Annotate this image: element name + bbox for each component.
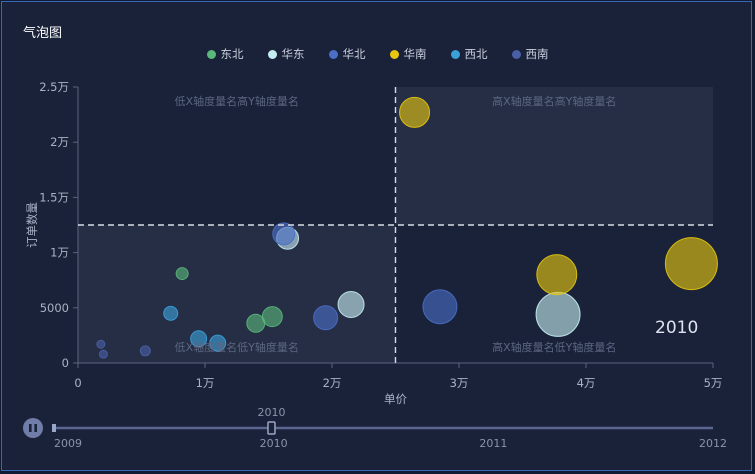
y-axis-label: 订单数量: [25, 202, 39, 248]
legend-item-3[interactable]: 华南: [389, 46, 427, 62]
bubble-4[interactable]: [163, 305, 179, 321]
bubble-2[interactable]: [272, 222, 296, 246]
legend-dot-icon: [328, 49, 338, 59]
legend-dot-icon: [511, 49, 521, 59]
timeline-current-label: 2010: [257, 406, 285, 419]
x-tick-label: 0: [74, 376, 81, 390]
bubble-4[interactable]: [209, 334, 227, 352]
y-tick-label: 1万: [50, 246, 69, 260]
y-tick-label: 2.5万: [39, 80, 69, 94]
pause-icon: [34, 424, 37, 432]
bubble-5[interactable]: [96, 339, 106, 349]
y-tick-label: 1.5万: [39, 190, 69, 204]
timeline-handle[interactable]: [267, 421, 276, 435]
y-tick-label: 2万: [50, 135, 69, 149]
bubble-3[interactable]: [664, 237, 718, 291]
bubble-5[interactable]: [98, 349, 108, 359]
legend: 东北 华东 华北 华南 西北 西南: [0, 46, 755, 62]
bubble-1[interactable]: [337, 290, 365, 318]
y-tick-label: 0: [62, 356, 69, 370]
legend-item-4[interactable]: 西北: [450, 46, 488, 62]
timeline-start-marker: [52, 424, 56, 432]
chart-title: 气泡图: [23, 26, 63, 41]
bubble-2[interactable]: [313, 305, 339, 331]
legend-label: 华南: [403, 47, 427, 61]
legend-item-0[interactable]: 东北: [206, 46, 244, 62]
legend-label: 西北: [464, 47, 488, 61]
legend-dot-icon: [389, 49, 399, 59]
legend-item-1[interactable]: 华东: [267, 46, 305, 62]
x-tick-label: 2万: [323, 376, 342, 390]
bubble-2[interactable]: [422, 289, 458, 325]
x-tick-label: 1万: [196, 376, 215, 390]
bubble-4[interactable]: [190, 330, 208, 348]
timeline-year-label[interactable]: 2012: [699, 437, 727, 450]
quadrant-label-top-left: 低X轴度量名高Y轴度量名: [175, 94, 299, 108]
y-tick-label: 5000: [40, 301, 69, 315]
x-tick-label: 4万: [577, 376, 596, 390]
bubble-0[interactable]: [175, 267, 189, 281]
bubble-1[interactable]: [535, 291, 581, 337]
quadrant-label-bottom-right: 高X轴度量名低Y轴度量名: [492, 340, 616, 354]
pause-icon: [29, 424, 32, 432]
bubble-3[interactable]: [399, 96, 431, 128]
quadrant-label-top-right: 高X轴度量名高Y轴度量名: [492, 94, 616, 108]
quadrant-label-bottom-left: 低X轴度量名低Y轴度量名: [175, 340, 299, 354]
timeline[interactable]: 2009 2010 2011 2012 2010: [23, 406, 727, 450]
legend-dot-icon: [267, 49, 277, 59]
legend-dot-icon: [206, 49, 216, 59]
bubble-3[interactable]: [536, 254, 578, 296]
legend-label: 东北: [220, 47, 244, 61]
legend-item-5[interactable]: 西南: [511, 46, 549, 62]
x-tick-label: 5万: [704, 376, 723, 390]
bubble-5[interactable]: [139, 345, 151, 357]
legend-label: 华东: [281, 47, 305, 61]
timeline-year-label[interactable]: 2011: [479, 437, 507, 450]
current-year-watermark: 2010: [655, 318, 699, 338]
legend-dot-icon: [450, 49, 460, 59]
x-axis-label: 单价: [384, 392, 407, 406]
legend-label: 华北: [342, 47, 366, 61]
legend-label: 西南: [525, 47, 549, 61]
pause-button[interactable]: [23, 418, 43, 438]
x-tick-label: 3万: [450, 376, 469, 390]
timeline-year-label[interactable]: 2009: [54, 437, 82, 450]
timeline-year-label[interactable]: 2010: [260, 437, 288, 450]
legend-item-2[interactable]: 华北: [328, 46, 366, 62]
quadrant-area-top-right: [395, 87, 713, 225]
bubble-0[interactable]: [261, 306, 283, 328]
